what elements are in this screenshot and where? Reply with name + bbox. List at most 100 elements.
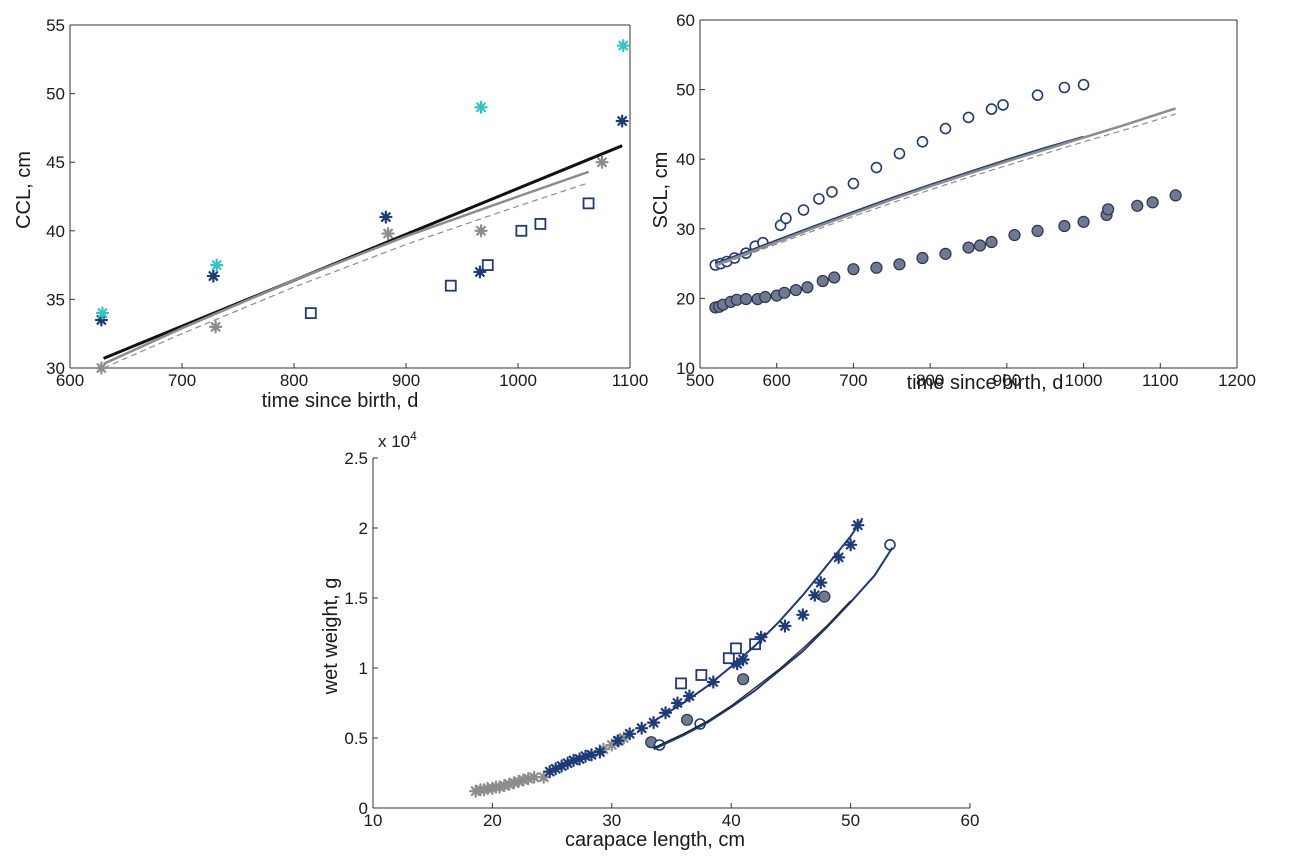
scl-point-filled-circle bbox=[962, 241, 975, 254]
ccl-point-asterisk bbox=[615, 114, 629, 128]
ccl-xtick-label: 1100 bbox=[612, 371, 649, 390]
ww-xtick-label: 10 bbox=[364, 811, 383, 830]
ccl-point-asterisk bbox=[379, 210, 393, 224]
scl-point-filled-circle bbox=[870, 261, 883, 274]
ccl-xtick-label: 700 bbox=[168, 371, 196, 390]
ww-xtick-label: 20 bbox=[483, 811, 502, 830]
scl-point-filled-circle bbox=[1008, 228, 1021, 242]
ww-xtick-label: 60 bbox=[961, 811, 980, 830]
ww-ytick-label: 1.5 bbox=[344, 589, 368, 608]
ccl-ytick-label: 30 bbox=[46, 359, 65, 378]
ww-plot-area bbox=[469, 517, 896, 798]
ww-point-filled-circle bbox=[737, 673, 750, 686]
scl-point-filled-circle bbox=[973, 239, 987, 252]
scl-point-filled-circle bbox=[828, 271, 841, 284]
ccl-point-asterisk bbox=[474, 100, 488, 114]
ccl-point-square bbox=[582, 197, 595, 210]
ccl-point-asterisk bbox=[616, 38, 630, 53]
ww-ytick-label: 1 bbox=[359, 659, 368, 678]
scl-fit-line-3 bbox=[714, 107, 1176, 267]
ccl-point-asterisk bbox=[209, 320, 223, 334]
scl-point-open-circle bbox=[939, 122, 952, 135]
ww-exponent-power: 4 bbox=[410, 429, 417, 443]
ccl-point-asterisk bbox=[94, 313, 108, 327]
ww-point-square bbox=[749, 638, 761, 651]
scl-point-filled-circle bbox=[893, 258, 906, 271]
scl-point-filled-circle bbox=[1146, 196, 1159, 209]
ww-ytick-label: 0.5 bbox=[344, 729, 368, 748]
scl-plot-area bbox=[709, 78, 1182, 314]
ccl-ytick-label: 35 bbox=[46, 290, 65, 309]
scl-xtick-label: 1000 bbox=[1065, 371, 1103, 390]
scl-xtick-label: 800 bbox=[916, 371, 944, 390]
scl-point-open-circle bbox=[1031, 89, 1044, 101]
ccl-point-asterisk bbox=[95, 306, 110, 320]
ww-point-square bbox=[722, 652, 735, 665]
scl-ytick-label: 30 bbox=[676, 220, 695, 239]
scl-ylabel: SCL, cm bbox=[650, 152, 672, 229]
scl-point-filled-circle bbox=[1031, 224, 1044, 237]
scl-point-open-circle bbox=[826, 186, 838, 198]
scl-xlabel: time since birth, d bbox=[907, 372, 1064, 394]
ww-xtick-label: 40 bbox=[722, 811, 741, 830]
ccl-xtick-label: 600 bbox=[56, 371, 84, 390]
scl-point-filled-circle bbox=[801, 281, 814, 294]
wet-weight-panel: 10 20 30 40 50 60 0 0.5 1 1.5 2 2.5 carapace length… bbox=[320, 429, 979, 851]
ww-point-asterisk bbox=[778, 619, 792, 633]
ww-point-asterisk bbox=[796, 608, 810, 622]
ccl-point-square bbox=[304, 307, 317, 320]
ccl-point-square bbox=[534, 218, 547, 230]
ww-ytick-label: 2.5 bbox=[344, 449, 368, 468]
ww-point-asterisk bbox=[537, 770, 551, 784]
ccl-xlabel: time since birth, d bbox=[262, 390, 419, 412]
scl-point-filled-circle bbox=[916, 251, 929, 265]
ww-fit-line-6 bbox=[653, 547, 894, 751]
ww-ylabel: wet weight, g bbox=[320, 578, 342, 696]
ccl-axes: 600 700 800 900 1000 1100 30 35 40 45 50 55 bbox=[46, 16, 648, 390]
ccl-point-asterisk bbox=[206, 269, 220, 283]
scl-point-filled-circle bbox=[759, 290, 772, 304]
scl-point-open-circle bbox=[985, 103, 998, 115]
scl-point-filled-circle bbox=[939, 247, 952, 260]
ww-exponent-base: x 10 bbox=[378, 432, 410, 451]
ww-fit-line-7 bbox=[653, 600, 852, 749]
ccl-ytick-label: 45 bbox=[46, 153, 65, 172]
scl-point-filled-circle bbox=[739, 292, 753, 306]
scl-point-filled-circle bbox=[1169, 189, 1182, 202]
ccl-ytick-label: 55 bbox=[46, 16, 65, 35]
ccl-point-asterisk bbox=[595, 155, 609, 169]
scl-point-open-circle bbox=[916, 136, 929, 148]
scl-axes: 500 600 700 800 900 1000 1100 1200 10 20 30 40 50 60 bbox=[676, 11, 1256, 390]
scl-ytick-label: 40 bbox=[676, 150, 695, 169]
scl-point-filled-circle bbox=[1102, 203, 1115, 216]
ww-xtick-label: 50 bbox=[841, 811, 860, 830]
ccl-fit-line-6 bbox=[103, 182, 589, 369]
ww-point-asterisk bbox=[623, 727, 637, 741]
scl-ytick-label: 60 bbox=[676, 11, 695, 30]
ccl-point-asterisk bbox=[474, 224, 488, 238]
scl-point-filled-circle bbox=[847, 263, 860, 276]
scl-point-open-circle bbox=[962, 111, 975, 124]
ww-axes: 10 20 30 40 50 60 0 0.5 1 1.5 2 2.5 bbox=[344, 449, 979, 830]
scl-point-filled-circle bbox=[1077, 215, 1090, 228]
scl-xtick-label: 1100 bbox=[1142, 371, 1179, 390]
ccl-xtick-label: 900 bbox=[392, 371, 420, 390]
ccl-point-asterisk bbox=[210, 258, 224, 272]
scl-point-open-circle bbox=[780, 212, 792, 225]
scl-fit-line-2 bbox=[714, 135, 1084, 265]
ccl-point-square bbox=[481, 259, 494, 272]
scl-point-filled-circle bbox=[789, 283, 802, 297]
scl-point-open-circle bbox=[997, 99, 1009, 111]
ww-point-square bbox=[675, 677, 687, 690]
scl-point-open-circle bbox=[1058, 81, 1071, 94]
ccl-fit-line-5 bbox=[103, 170, 590, 366]
ww-point-filled-circle bbox=[680, 713, 694, 726]
ww-point-asterisk bbox=[843, 538, 858, 552]
scl-xtick-label: 700 bbox=[839, 371, 867, 390]
scl-fit-line-4 bbox=[715, 113, 1176, 267]
ccl-ytick-label: 40 bbox=[46, 222, 65, 241]
ww-point-asterisk bbox=[611, 734, 625, 748]
ww-ytick-label: 2 bbox=[359, 519, 368, 538]
scl-xtick-label: 600 bbox=[763, 371, 791, 390]
